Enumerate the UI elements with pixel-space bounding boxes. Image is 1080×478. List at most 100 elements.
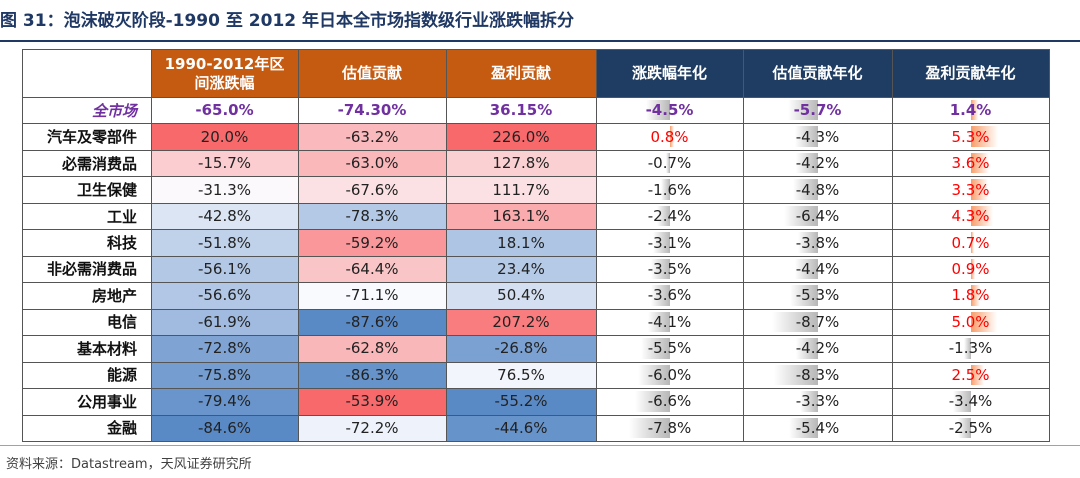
cell-valuation-contribution: -59.2% [298,229,446,256]
cell-annualized-change: -4.5% [596,97,743,123]
cell-value: -62.8% [345,339,399,358]
cell-value: -56.6% [197,286,252,305]
cell-value: 23.4% [497,259,545,278]
cell-annualized-change: -2.4% [596,203,743,229]
data-bar [774,364,818,386]
cell-valuation-contribution: -71.1% [298,282,446,309]
cell-annualized-earnings: 3.3% [892,176,1049,202]
cell-valuation-contribution: -53.9% [298,388,446,415]
cell-earnings-contribution: 226.0% [446,123,596,150]
cell-total-change: -84.6% [151,414,298,441]
data-bar [797,232,818,253]
cell-value: -5.4% [795,418,840,437]
cell-value: -3.5% [647,259,692,278]
cell-total-change: -75.8% [151,361,298,389]
grid-line [23,414,1049,416]
cell-value: 0.7% [951,233,990,252]
grid-line [23,123,1049,125]
row-label: 必需消费品 [61,154,137,173]
data-bar [970,311,997,333]
cell-annualized-valuation: -5.7% [743,97,892,123]
data-bar [653,232,670,253]
data-bar [792,179,818,200]
grid-line [23,308,1049,310]
row-label: 工业 [106,207,137,226]
cell-value: 20.0% [200,127,249,146]
cell-value: -86.3% [345,365,399,384]
cell-earnings-contribution: 163.1% [446,202,596,230]
cell-value: -3.4% [948,392,993,411]
cell-value: -84.6% [197,418,252,437]
data-bar [970,126,999,147]
cell-earnings-contribution: 111.7% [446,176,596,203]
grid-line [151,50,152,441]
source-note: 资料来源：Datastream，天风证券研究所 [6,457,252,472]
row-label: 汽车及零部件 [46,128,137,147]
cell-valuation-contribution: -74.30% [298,97,446,123]
cell-valuation-contribution: -86.3% [298,361,446,389]
cell-value: 1.8% [951,286,990,305]
cell-value: -1.3% [948,339,993,358]
row-label: 能源 [106,366,137,385]
cell-value: -4.3% [795,127,840,146]
data-bar [640,338,670,359]
cell-annualized-valuation: -8.7% [743,309,892,335]
cell-value: 50.4% [497,286,545,305]
cell-value: 36.15% [489,101,553,120]
cell-value: 18.1% [497,233,545,252]
cell-annualized-earnings: 0.9% [892,256,1049,282]
cell-value: -4.4% [795,259,840,278]
grid-line [23,202,1049,204]
cell-earnings-contribution: 207.2% [446,308,596,336]
grid-line [23,361,1049,363]
cell-annualized-earnings: 4.3% [892,203,1049,229]
cell-value: -3.6% [647,286,692,305]
data-bar [669,126,674,147]
cell-value: -59.2% [345,233,399,252]
cell-total-change: -15.7% [151,149,298,177]
cell-earnings-contribution: 127.8% [446,149,596,177]
cell-annualized-valuation: -5.3% [743,282,892,308]
cell-total-change: -56.1% [151,255,298,283]
cell-annualized-earnings: 2.5% [892,362,1049,388]
cell-value: 163.1% [492,207,550,226]
column-header-annualized-earnings: 盈利贡献年化 [892,50,1049,97]
column-header-annualized-change: 涨跌幅年化 [596,50,743,97]
cell-total-change: -56.6% [151,282,298,309]
cell-value: -5.3% [795,286,840,305]
data-bar [650,285,670,306]
grid-line [23,97,1049,98]
cell-value: -6.4% [795,207,840,226]
footer-divider [0,445,1080,446]
cell-valuation-contribution: -78.3% [298,202,446,230]
grid-line [298,50,299,441]
cell-total-change: -61.9% [151,308,298,336]
data-bar [800,391,818,412]
cell-annualized-earnings: 5.0% [892,309,1049,335]
cell-annualized-valuation: -3.8% [743,229,892,255]
column-header-earnings-contribution: 盈利贡献 [446,50,596,97]
data-bar [661,179,670,200]
cell-value: 3.3% [951,180,990,199]
data-bar [970,258,976,280]
cell-annualized-valuation: -4.8% [743,176,892,202]
data-bar [970,285,980,306]
cell-value: -6.6% [647,392,692,411]
cell-valuation-contribution: -64.4% [298,255,446,283]
cell-annualized-earnings: 1.8% [892,282,1049,308]
cell-annualized-earnings: 1.4% [892,97,1049,123]
cell-total-change: 20.0% [151,123,298,150]
data-bar [970,232,975,253]
cell-value: -63.2% [345,127,399,146]
data-bar [970,364,984,386]
cell-annualized-change: -3.1% [596,229,743,255]
cell-total-change: -42.8% [151,202,298,230]
cell-value: 0.9% [951,259,990,278]
cell-value: -7.8% [647,418,692,437]
data-bar [970,179,988,200]
cell-annualized-change: -6.6% [596,388,743,414]
cell-annualized-change: -4.1% [596,309,743,335]
cell-value: -0.7% [647,154,692,173]
cell-value: -72.2% [345,418,399,437]
cell-value: -53.9% [345,392,399,411]
